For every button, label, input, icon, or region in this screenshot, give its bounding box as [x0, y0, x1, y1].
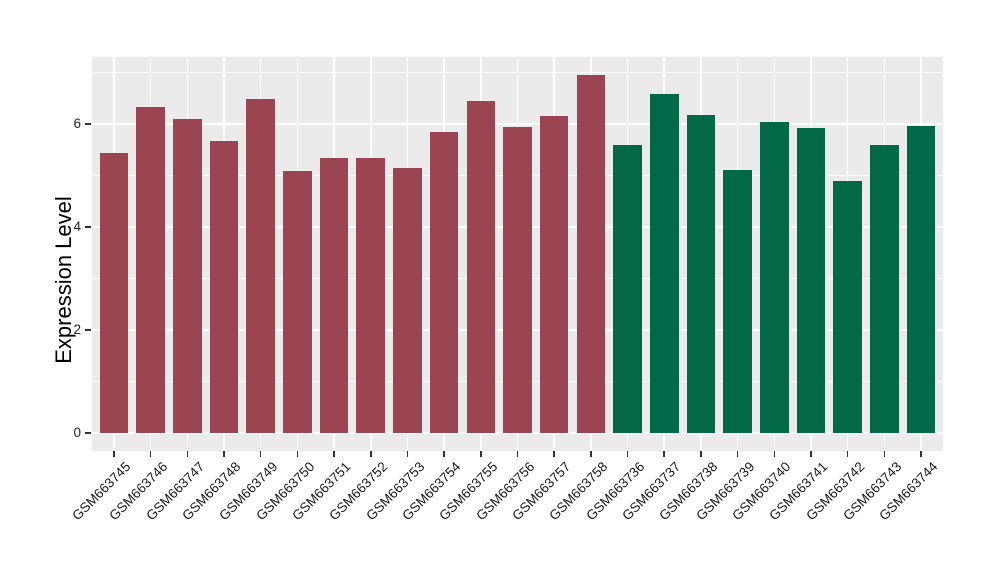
x-tick-GSM663747 [186, 451, 189, 457]
bar-GSM663737 [649, 94, 679, 433]
x-tick-GSM663752 [370, 451, 372, 457]
bar-GSM663756 [503, 126, 532, 433]
x-tick-GSM663743 [883, 451, 886, 457]
y-tick-2 [85, 329, 91, 331]
x-tick-GSM663741 [810, 451, 812, 457]
x-tick-GSM663744 [920, 451, 922, 457]
x-tick-GSM663755 [480, 451, 482, 457]
y-tick-label-2: 2 [73, 321, 81, 337]
bar-GSM663742 [833, 181, 862, 433]
x-tick-GSM663740 [773, 451, 776, 457]
bar-GSM663743 [870, 144, 899, 433]
x-tick-GSM663750 [296, 451, 299, 457]
bar-GSM663744 [906, 126, 936, 433]
bar-GSM663751 [319, 158, 349, 433]
x-tick-GSM663737 [663, 451, 665, 457]
bar-GSM663748 [209, 141, 239, 433]
x-tick-GSM663753 [406, 451, 409, 457]
bar-GSM663739 [723, 169, 752, 433]
bar-GSM663738 [686, 115, 716, 433]
y-tick-6 [85, 123, 91, 125]
x-tick-GSM663746 [149, 451, 152, 457]
x-tick-GSM663745 [113, 451, 115, 457]
bar-GSM663753 [393, 167, 422, 433]
x-tick-GSM663758 [590, 451, 592, 457]
x-tick-GSM663742 [846, 451, 849, 457]
y-tick-4 [85, 226, 91, 228]
bar-GSM663740 [759, 121, 789, 433]
bar-GSM663746 [136, 106, 165, 433]
bar-GSM663754 [429, 131, 459, 433]
x-tick-GSM663739 [736, 451, 739, 457]
y-tick-label-0: 0 [73, 424, 81, 440]
bar-GSM663755 [466, 100, 496, 433]
x-tick-GSM663738 [700, 451, 702, 457]
x-tick-GSM663751 [333, 451, 335, 457]
bar-GSM663758 [576, 75, 606, 433]
bar-GSM663747 [173, 119, 202, 433]
bar-GSM663745 [99, 153, 129, 433]
x-tick-GSM663757 [553, 451, 555, 457]
x-tick-GSM663749 [259, 451, 262, 457]
x-tick-GSM663748 [223, 451, 225, 457]
bar-GSM663736 [613, 145, 642, 433]
x-tick-GSM663736 [626, 451, 629, 457]
plot-panel [92, 57, 943, 451]
y-tick-label-4: 4 [73, 218, 81, 234]
y-tick-label-6: 6 [73, 115, 81, 131]
x-tick-GSM663756 [516, 451, 519, 457]
bar-GSM663750 [283, 170, 312, 433]
bar-GSM663741 [796, 128, 826, 433]
bar-GSM663757 [539, 115, 569, 433]
y-tick-0 [85, 432, 91, 434]
bar-GSM663749 [246, 99, 276, 433]
bar-GSM663752 [356, 158, 386, 433]
x-tick-GSM663754 [443, 451, 445, 457]
